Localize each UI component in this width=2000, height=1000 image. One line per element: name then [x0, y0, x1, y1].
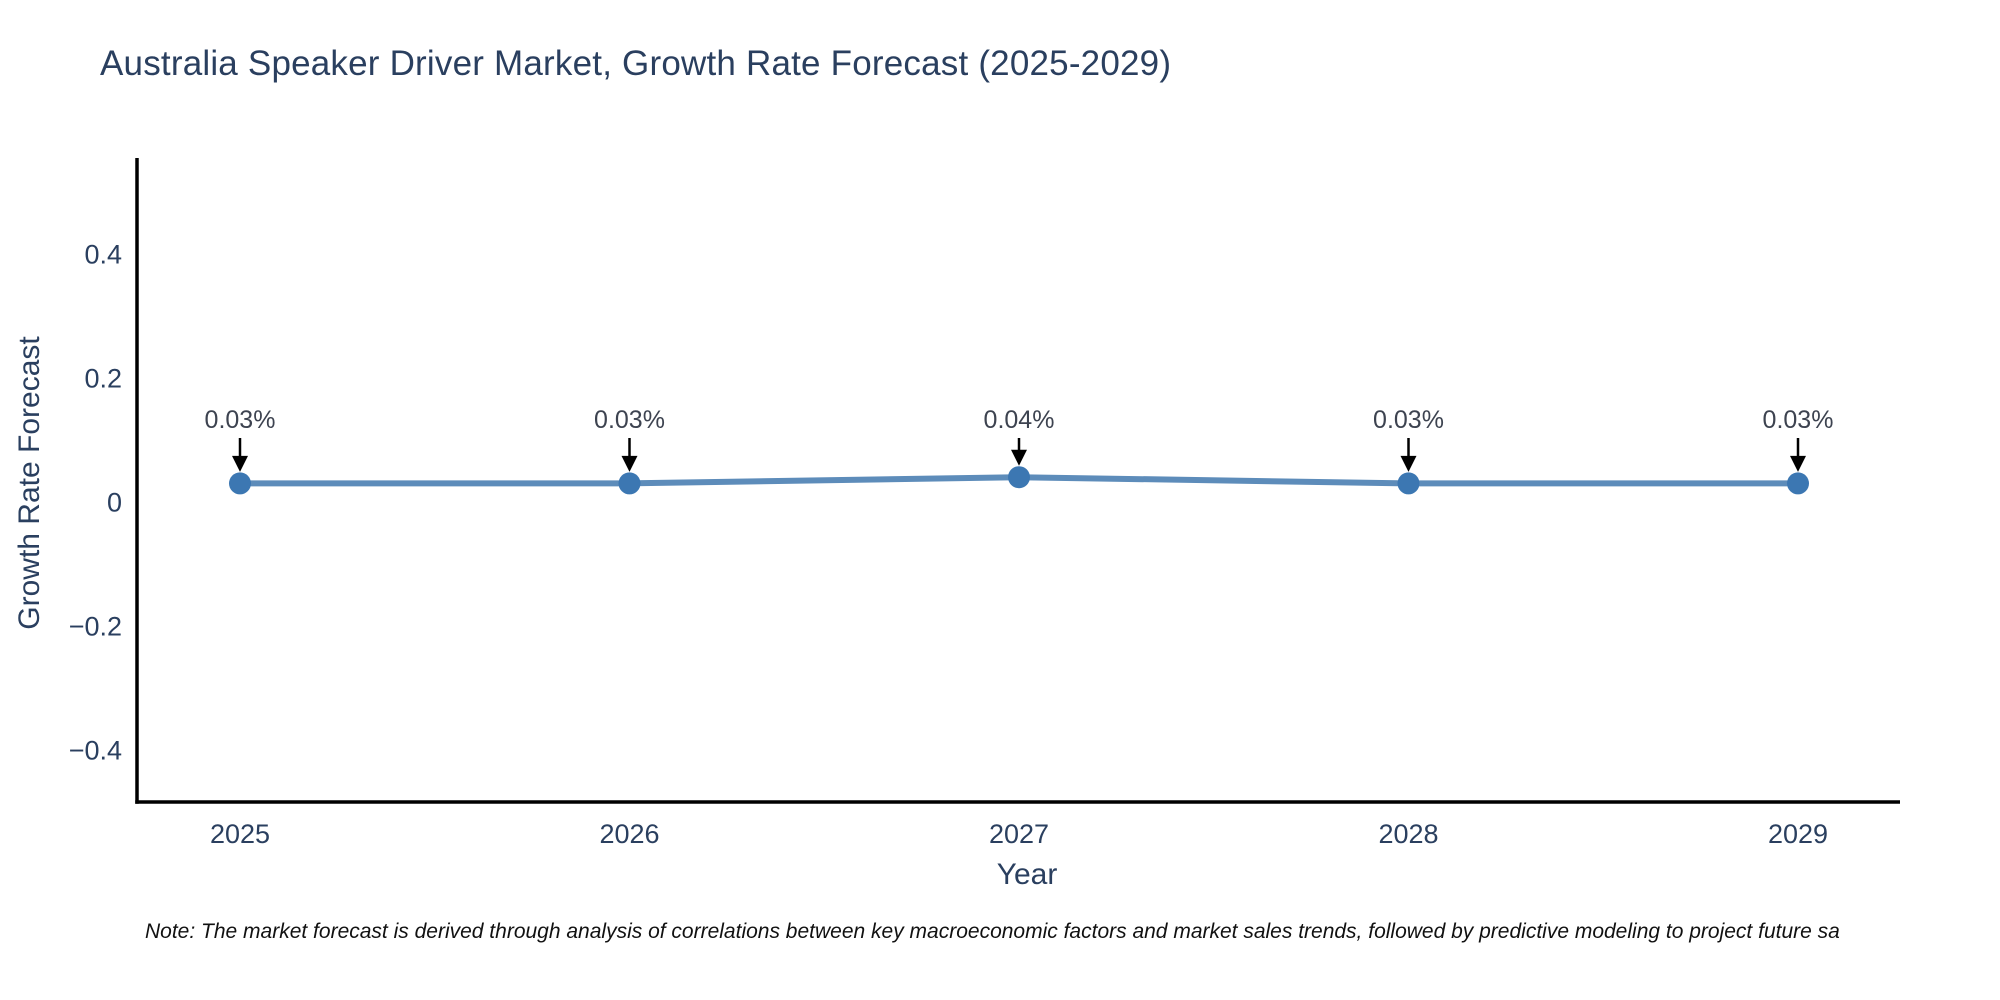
footnote: Note: The market forecast is derived thr… — [145, 920, 1840, 943]
x-tick-label: 2025 — [210, 819, 270, 849]
y-tick-label: 0.4 — [84, 240, 122, 270]
x-tick-label: 2028 — [1378, 819, 1438, 849]
data-point-marker — [618, 472, 641, 495]
annotation-arrowhead — [621, 455, 638, 472]
data-point-marker — [1787, 472, 1809, 495]
point-label: 0.04% — [984, 406, 1055, 434]
annotation-arrowhead — [1011, 449, 1027, 466]
y-tick-label: −0.4 — [69, 736, 122, 766]
annotation-arrowhead — [1790, 455, 1806, 472]
y-tick-label: −0.2 — [69, 612, 122, 642]
data-point-marker — [229, 472, 251, 495]
point-label: 0.03% — [1373, 406, 1444, 434]
annotation-arrowhead — [232, 455, 248, 472]
y-tick-label: 0.2 — [84, 364, 122, 394]
x-axis-title: Year — [996, 858, 1058, 891]
x-tick-label: 2029 — [1768, 819, 1828, 849]
data-point-marker — [1008, 466, 1030, 489]
point-label: 0.03% — [594, 406, 665, 434]
x-tick-label: 2026 — [599, 819, 659, 849]
data-point-marker — [1397, 472, 1420, 495]
point-label: 0.03% — [205, 406, 276, 434]
chart-title: Australia Speaker Driver Market, Growth … — [100, 44, 1172, 83]
x-tick-label: 2027 — [989, 819, 1049, 849]
point-label: 0.03% — [1763, 406, 1834, 434]
annotation-arrowhead — [1400, 455, 1417, 472]
y-tick-label: 0 — [107, 488, 122, 518]
